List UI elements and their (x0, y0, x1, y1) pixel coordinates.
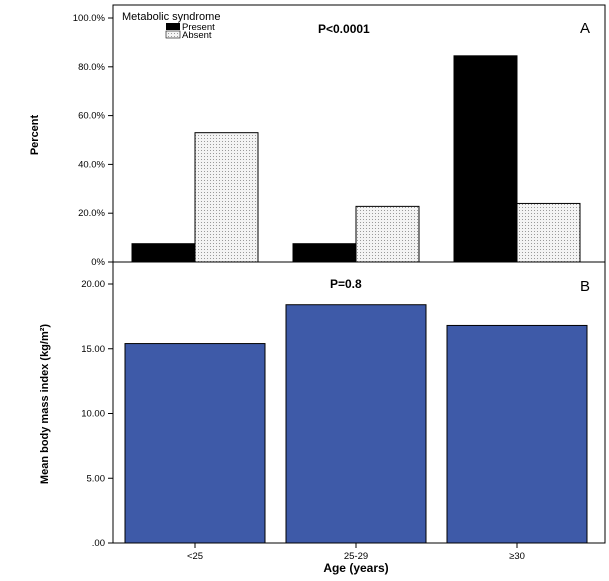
panel-a-y-tick-label: 100.0% (73, 13, 106, 24)
panel-a-letter: A (580, 20, 590, 37)
legend-swatch-present (166, 23, 180, 30)
bar-absent-2 (516, 202, 581, 263)
bar-bmi-1 (285, 304, 427, 544)
panel-a-y-tick-label: 60.0% (78, 111, 105, 122)
panel-a-y-tick-label: 40.0% (78, 159, 105, 170)
panel-b-p-value: P=0.8 (330, 277, 362, 291)
bar-present-0 (131, 243, 196, 263)
panel-b-y-tick-label: .00 (92, 538, 105, 549)
panel-b-y-tick-label: 20.00 (81, 279, 105, 290)
panel-a: 0% 20.0% 40.0% 60.0% 80.0% 100.0% Percent P<0… (29, 4, 606, 268)
panel-a-legend: Metabolic syndrome Present Absent (122, 11, 220, 41)
legend-label-absent: Absent (182, 30, 212, 41)
bar-bmi-0 (124, 343, 266, 544)
panel-a-y-tick-label: 80.0% (78, 62, 105, 73)
panel-a-p-value: P<0.0001 (318, 22, 370, 36)
x-axis-label: Age (years) (323, 561, 388, 575)
panel-b: .00 5.00 10.00 15.00 20.00 <25 25-29 ≥30 Mean … (39, 261, 606, 575)
bar-present-2 (453, 55, 518, 263)
x-tick-label: 25-29 (344, 551, 368, 562)
panel-a-y-tick-label: 20.0% (78, 208, 105, 219)
panel-b-letter: B (580, 278, 590, 295)
panel-a-bars (131, 55, 581, 263)
panel-b-bars (124, 304, 588, 544)
x-tick-label: <25 (187, 551, 203, 562)
x-tick-label: ≥30 (509, 551, 525, 562)
x-axis: <25 25-29 ≥30 (187, 543, 525, 562)
panel-b-y-tick-label: 15.00 (81, 344, 105, 355)
bar-absent-0 (194, 132, 259, 263)
legend-title: Metabolic syndrome (122, 11, 220, 23)
panel-a-y-axis-label: Percent (29, 114, 41, 155)
bar-bmi-2 (446, 324, 588, 544)
panel-a-y-tick-label: 0% (91, 257, 105, 268)
legend-label-present: Present (182, 22, 215, 33)
panel-b-y-tick-label: 10.00 (81, 409, 105, 420)
panel-a-y-axis: 0% 20.0% 40.0% 60.0% 80.0% 100.0% (73, 13, 113, 268)
bar-present-1 (292, 243, 357, 263)
legend-swatch-absent (165, 30, 181, 39)
bar-absent-1 (355, 205, 420, 263)
panel-b-y-axis-label: Mean body mass index (kg/m²) (39, 324, 51, 484)
panel-b-y-tick-label: 5.00 (87, 473, 106, 484)
panel-b-y-axis: .00 5.00 10.00 15.00 20.00 (81, 279, 113, 549)
